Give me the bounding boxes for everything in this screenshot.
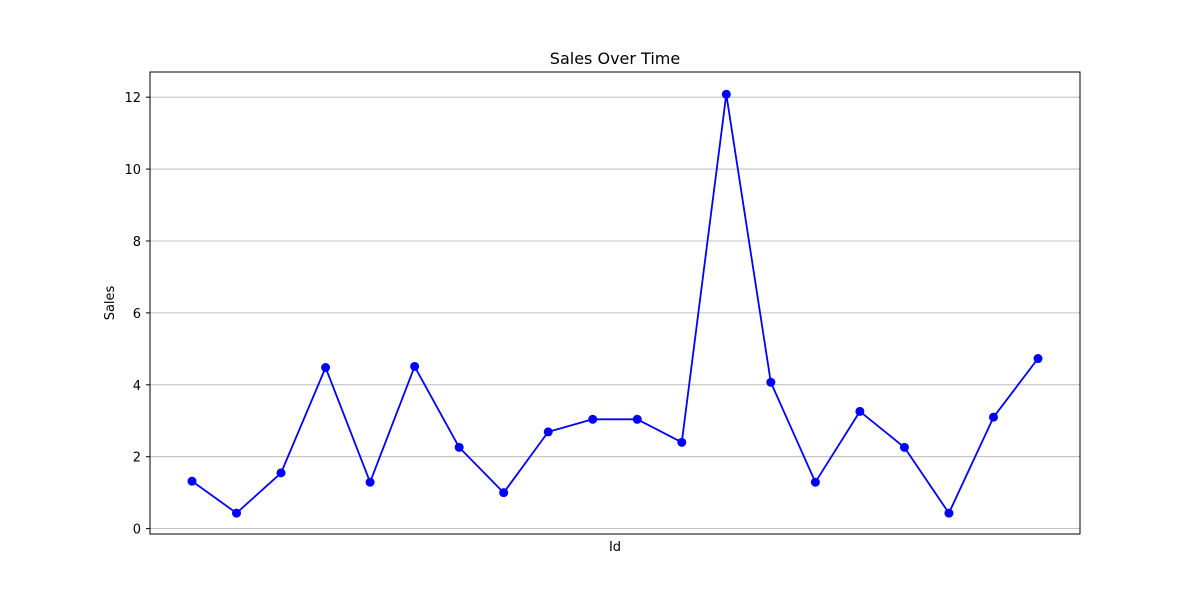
- y-tick-label: 0: [133, 523, 141, 538]
- y-tick-label: 6: [133, 307, 141, 322]
- y-tick-label: 2: [133, 451, 141, 466]
- data-point-marker: [766, 377, 776, 387]
- data-point-marker: [1033, 354, 1043, 364]
- y-axis-ticks: 0 2 4 6 8 10 12: [124, 91, 150, 538]
- data-point-marker: [454, 442, 464, 452]
- y-tick-label: 12: [124, 91, 141, 106]
- data-series: [187, 89, 1043, 518]
- data-point-marker: [499, 488, 509, 498]
- data-point-marker: [321, 363, 331, 373]
- data-point-marker: [988, 412, 998, 422]
- data-point-marker: [410, 361, 420, 371]
- y-tick-label: 8: [133, 235, 141, 250]
- y-tick-label: 10: [124, 163, 141, 178]
- x-axis-label: Id: [609, 540, 621, 555]
- data-point-marker: [232, 508, 242, 518]
- data-point-marker: [855, 406, 865, 416]
- y-tick-label: 4: [133, 379, 141, 394]
- data-point-marker: [365, 477, 375, 487]
- chart-title: Sales Over Time: [550, 49, 680, 68]
- data-point-marker: [543, 427, 553, 437]
- gridlines: [150, 96, 1080, 530]
- data-point-marker: [588, 414, 598, 424]
- data-point-marker: [632, 414, 642, 424]
- data-point-marker: [276, 468, 286, 478]
- plot-frame: [149, 71, 1081, 535]
- data-point-marker: [944, 508, 954, 518]
- sales-line: [191, 93, 1039, 514]
- data-point-marker: [677, 437, 687, 447]
- data-point-marker: [187, 476, 197, 486]
- data-point-marker: [810, 477, 820, 487]
- data-point-marker: [721, 89, 731, 99]
- data-point-marker: [899, 442, 909, 452]
- y-axis-label: Sales: [103, 285, 118, 320]
